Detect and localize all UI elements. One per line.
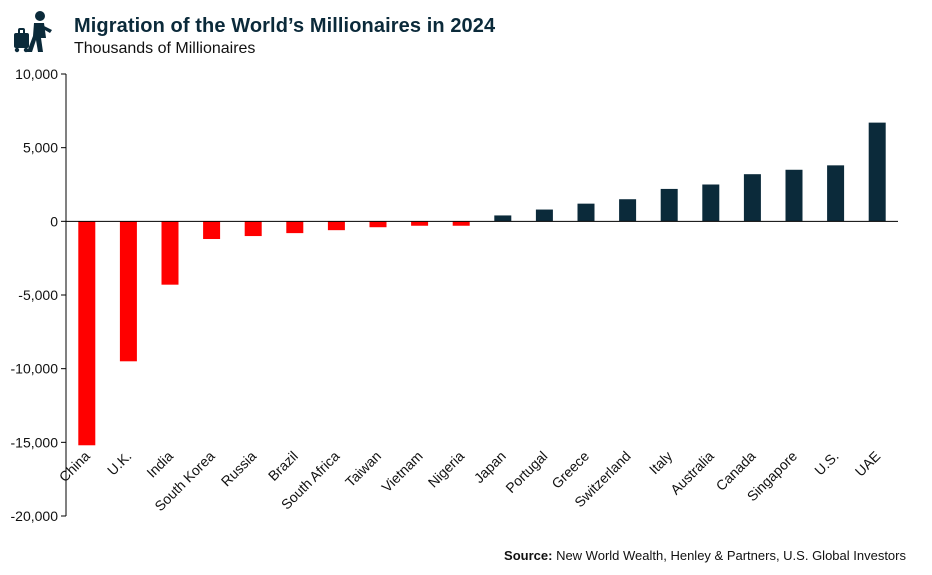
chart-title: Migration of the World’s Millionaires in… <box>74 15 496 37</box>
y-ticks-group: 10,000 5,000 0 -5,000 -10,000 -15,000 -20,000 <box>11 66 66 524</box>
bar-nigeria <box>452 221 470 226</box>
bar-japan <box>494 215 512 222</box>
x-tick-label: U.K. <box>104 448 135 479</box>
x-tick-label: Russia <box>218 448 260 490</box>
source-label: Source: <box>504 548 553 563</box>
chart-header: Migration of the World’s Millionaires in… <box>10 6 710 62</box>
bar-china <box>78 221 96 446</box>
x-tick-label: U.S. <box>811 448 842 479</box>
x-tick-label: Australia <box>667 448 717 498</box>
y-tick-label: -5,000 <box>18 287 58 303</box>
bar-south-africa <box>327 221 345 231</box>
x-tick-label: Italy <box>646 448 675 477</box>
x-tick-label: Japan <box>471 448 509 486</box>
y-tick-label: 5,000 <box>23 140 58 156</box>
x-tick-label: Nigeria <box>425 448 468 491</box>
bar-greece <box>577 203 595 222</box>
x-tick-label: UAE <box>852 448 884 480</box>
y-tick-label: 10,000 <box>15 66 58 82</box>
bar-u-s <box>827 165 845 222</box>
bar-singapore <box>785 169 803 222</box>
bar-taiwan <box>369 221 387 228</box>
x-tick-label: Brazil <box>265 448 301 484</box>
x-tick-label: Portugal <box>502 448 550 496</box>
bar-vietnam <box>411 221 429 226</box>
bar-south-korea <box>203 221 221 240</box>
bars-group <box>78 122 886 446</box>
y-tick-label: -15,000 <box>11 434 59 450</box>
x-tick-label: Vietnam <box>378 448 425 495</box>
bar-russia <box>244 221 262 237</box>
bar-canada <box>743 174 761 222</box>
traveler-with-suitcase-icon <box>14 11 52 53</box>
source-note: Source: New World Wealth, Henley & Partn… <box>504 548 906 563</box>
bar-italy <box>660 188 678 222</box>
y-tick-label: 0 <box>50 213 58 229</box>
axes-group <box>65 74 898 516</box>
chart-subtitle: Thousands of Millionaires <box>74 40 256 57</box>
bar-india <box>161 221 179 285</box>
bar-switzerland <box>619 199 637 222</box>
y-tick-label: -20,000 <box>11 508 59 524</box>
bar-australia <box>702 184 720 222</box>
bar-brazil <box>286 221 304 234</box>
bar-portugal <box>535 209 553 222</box>
bar-u-k <box>119 221 137 362</box>
source-text: New World Wealth, Henley & Partners, U.S… <box>556 548 906 563</box>
bar-uae <box>868 122 886 222</box>
x-tick-label: India <box>143 448 176 481</box>
x-tick-label: China <box>56 448 93 485</box>
y-tick-label: -10,000 <box>11 361 59 377</box>
